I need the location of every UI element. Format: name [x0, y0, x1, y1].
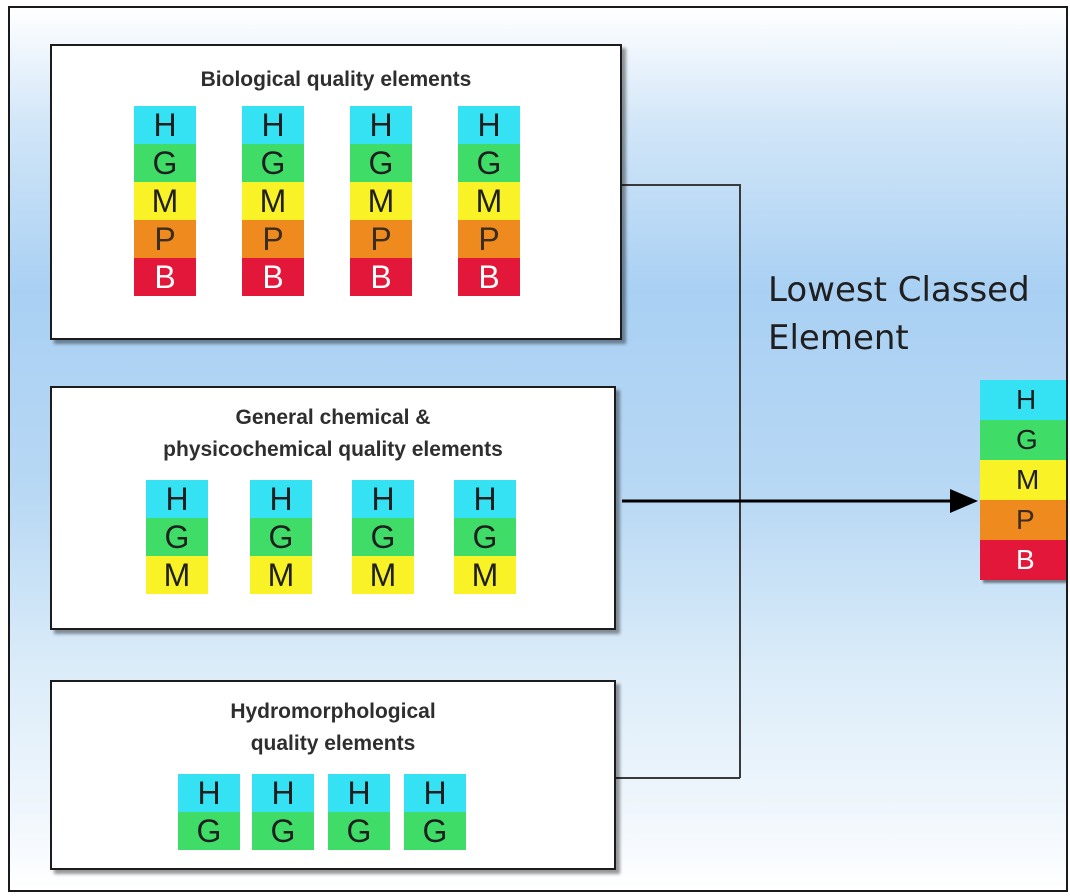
grade-P-cell: P: [458, 220, 520, 258]
grade-H-cell: H: [146, 480, 208, 518]
lowest-classed-element-label: Lowest Classed Element: [768, 270, 1030, 358]
grade-B-cell: B: [242, 258, 304, 296]
grade-H-cell: H: [242, 106, 304, 144]
grade-M-cell: M: [458, 182, 520, 220]
grade-G-cell: G: [352, 518, 414, 556]
grade-H-cell: H: [250, 480, 312, 518]
grade-M-cell: M: [134, 182, 196, 220]
grade-G-cell: G: [980, 420, 1066, 460]
grade-G-cell: G: [242, 144, 304, 182]
biological-connector: [622, 184, 741, 778]
grade-G-cell: G: [178, 812, 240, 850]
grade-P-cell: P: [134, 220, 196, 258]
grade-B-cell: B: [458, 258, 520, 296]
grade-G-cell: G: [454, 518, 516, 556]
grade-M-cell: M: [350, 182, 412, 220]
grade-G-cell: G: [350, 144, 412, 182]
chemical-panel-title: General chemical & physicochemical quali…: [163, 406, 503, 461]
grade-G-cell: G: [328, 812, 390, 850]
grade-H-cell: H: [458, 106, 520, 144]
grade-G-cell: G: [146, 518, 208, 556]
grade-H-cell: H: [980, 380, 1066, 420]
grade-B-cell: B: [134, 258, 196, 296]
grade-M-cell: M: [454, 556, 516, 594]
grade-G-cell: G: [250, 518, 312, 556]
chemical-panel: General chemical & physicochemical quali…: [50, 386, 616, 630]
grade-H-cell: H: [454, 480, 516, 518]
grade-H-cell: H: [178, 774, 240, 812]
grade-M-cell: M: [242, 182, 304, 220]
grade-H-cell: H: [328, 774, 390, 812]
grade-P-cell: P: [242, 220, 304, 258]
grade-P-cell: P: [980, 500, 1066, 540]
grade-B-cell: B: [350, 258, 412, 296]
grade-M-cell: M: [980, 460, 1066, 500]
grade-G-cell: G: [404, 812, 466, 850]
grade-H-cell: H: [252, 774, 314, 812]
grade-H-cell: H: [134, 106, 196, 144]
biological-panel-title: Biological quality elements: [200, 68, 472, 91]
grade-B-cell: B: [980, 540, 1066, 580]
grade-P-cell: P: [350, 220, 412, 258]
grade-H-cell: H: [352, 480, 414, 518]
grade-G-cell: G: [252, 812, 314, 850]
grade-M-cell: M: [250, 556, 312, 594]
main-arrow-head: [950, 489, 978, 513]
grade-H-cell: H: [404, 774, 466, 812]
grade-G-cell: G: [134, 144, 196, 182]
grade-G-cell: G: [458, 144, 520, 182]
grade-H-cell: H: [350, 106, 412, 144]
grade-M-cell: M: [146, 556, 208, 594]
grade-M-cell: M: [352, 556, 414, 594]
hydromorphological-panel-title: Hydromorphological quality elements: [230, 700, 436, 755]
connector-lines: [616, 184, 978, 779]
